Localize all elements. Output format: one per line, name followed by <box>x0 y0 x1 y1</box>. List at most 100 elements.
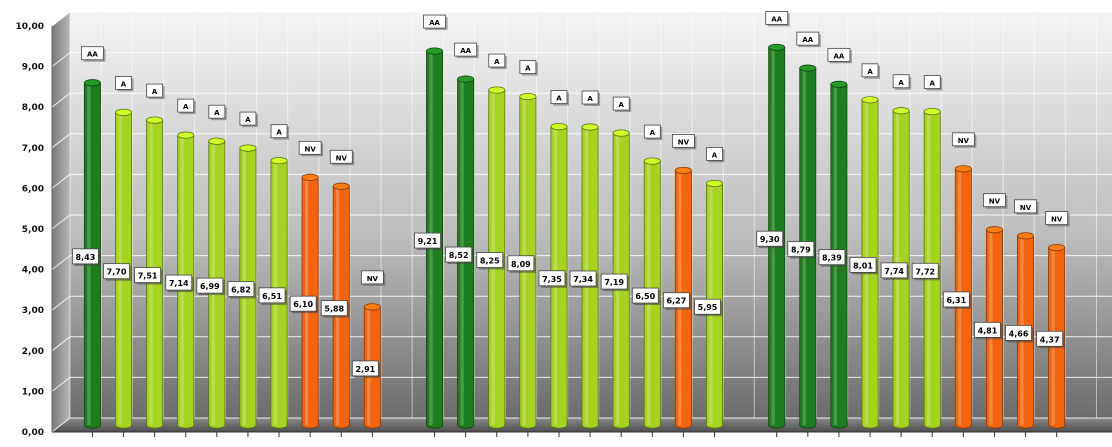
bar-top <box>985 226 1003 234</box>
class-label: AA <box>834 52 845 60</box>
class-label: A <box>898 79 904 87</box>
value-label-box <box>476 252 504 268</box>
class-label-box <box>519 60 537 74</box>
value-label-box <box>942 291 970 308</box>
class-label: A <box>214 109 220 117</box>
data-label: 7,34 <box>573 275 593 284</box>
value-label-box <box>538 270 566 287</box>
value-label-box <box>134 267 162 283</box>
data-label: 7,19 <box>604 278 624 287</box>
bar-top <box>799 64 817 72</box>
bar-top <box>674 166 692 175</box>
class-label-box <box>892 74 910 89</box>
class-label-box <box>706 147 723 161</box>
y-tick-label: 7,00 <box>22 144 44 154</box>
value-label-box <box>445 246 473 263</box>
class-label: NV <box>1020 204 1032 212</box>
bar-top <box>892 107 910 115</box>
data-label: 7,72 <box>915 267 935 276</box>
value-label-box <box>72 248 99 265</box>
class-label: NV <box>367 275 379 283</box>
class-label: NV <box>958 137 970 145</box>
value-label-box <box>818 249 846 266</box>
class-label: A <box>867 68 873 76</box>
bar-top <box>239 144 257 152</box>
value-label-box <box>849 256 877 273</box>
class-label: A <box>152 88 158 96</box>
data-label: 4,37 <box>1040 335 1060 344</box>
y-tick-label: 6,00 <box>22 184 44 194</box>
bar-top <box>488 86 506 94</box>
class-label: A <box>712 151 718 159</box>
bar-top <box>146 116 164 124</box>
value-label-box <box>974 321 1001 338</box>
data-label: 7,35 <box>542 275 562 284</box>
y-tick-label: 5,00 <box>22 225 44 235</box>
y-tick-label: 1,00 <box>22 387 44 397</box>
bar-top <box>208 137 226 145</box>
value-label-box <box>756 230 784 247</box>
class-label-box <box>423 14 446 29</box>
class-label-box <box>239 111 257 126</box>
bar-top <box>332 182 350 190</box>
bar-top <box>550 122 568 131</box>
value-label-box <box>631 287 659 304</box>
class-label: A <box>276 129 282 137</box>
bar-top <box>954 165 972 173</box>
y-tick-label: 3,00 <box>22 306 44 316</box>
bar-top <box>861 96 879 104</box>
data-label: 8,52 <box>449 251 469 260</box>
y-tick-label: 4,00 <box>22 266 44 276</box>
class-label-box <box>643 124 661 139</box>
bar-top <box>830 80 848 88</box>
class-label: NV <box>1051 216 1063 224</box>
class-label-box <box>115 75 132 90</box>
data-label: 5,95 <box>698 303 718 312</box>
bar-top <box>83 79 101 87</box>
bar-top <box>768 43 786 52</box>
class-label-box <box>550 90 568 104</box>
class-label-box <box>329 149 353 164</box>
class-label-box <box>672 134 695 148</box>
class-label: A <box>183 103 189 111</box>
bar-top <box>301 173 319 181</box>
bar-top <box>457 75 475 83</box>
data-label: 9,21 <box>418 237 438 246</box>
class-label: A <box>121 80 127 88</box>
data-label: 8,25 <box>480 257 500 266</box>
class-label: AA <box>802 36 813 44</box>
class-label: AA <box>429 19 440 27</box>
value-label-box <box>569 270 597 287</box>
bar-top <box>1017 232 1035 240</box>
class-label: NV <box>989 198 1001 206</box>
data-label: 6,99 <box>200 282 220 291</box>
value-label-box <box>289 295 317 312</box>
bar-top <box>923 107 941 116</box>
class-label-box <box>488 53 506 68</box>
bar-top <box>612 129 630 137</box>
value-label-box <box>694 298 721 315</box>
class-label: A <box>930 80 936 88</box>
data-label: 6,10 <box>293 300 313 309</box>
bar-top <box>1048 243 1066 252</box>
class-label: NV <box>336 154 348 162</box>
value-label-box <box>880 262 908 279</box>
class-label: A <box>650 129 656 137</box>
class-label: A <box>556 95 562 103</box>
data-label: 8,01 <box>853 261 873 270</box>
value-label-box <box>787 241 815 257</box>
data-label: 7,74 <box>884 267 904 276</box>
class-label: A <box>587 95 593 103</box>
class-label-box <box>923 75 941 89</box>
data-label: 8,39 <box>822 254 842 263</box>
class-label: NV <box>678 138 690 146</box>
class-label: NV <box>305 145 317 153</box>
class-label-box <box>1014 199 1037 214</box>
data-label: 8,79 <box>791 246 811 255</box>
value-label-box <box>103 263 130 280</box>
class-label-box <box>177 98 195 113</box>
bar-top <box>581 123 599 131</box>
data-label: 2,91 <box>355 365 375 374</box>
